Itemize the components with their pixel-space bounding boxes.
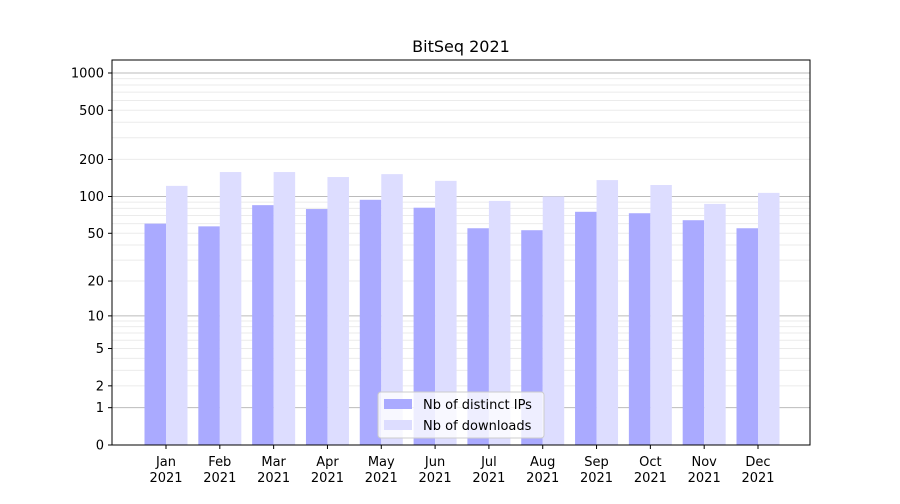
bar-downloads [542, 196, 565, 445]
x-tick-label: Dec 2021 [741, 455, 774, 486]
x-tick-label: Aug 2021 [526, 455, 559, 486]
legend: Nb of distinct IPs Nb of downloads [377, 391, 545, 439]
bar-distinct-ips [413, 207, 436, 445]
y-tick-label: 500 [79, 104, 104, 119]
bars [144, 172, 780, 445]
y-tick-label: 2 [96, 379, 104, 394]
bar-downloads [327, 177, 349, 445]
bar-distinct-ips [736, 228, 758, 445]
legend-swatch-ips [384, 399, 412, 409]
y-tick-label: 100 [79, 190, 104, 205]
x-tick-label: May 2021 [365, 455, 398, 486]
bar-distinct-ips [305, 209, 328, 445]
bar-downloads [273, 172, 296, 445]
bar-downloads [488, 200, 511, 445]
x-tick-label: Oct 2021 [634, 455, 667, 486]
bar-distinct-ips [359, 199, 382, 445]
y-tick-label: 5 [96, 342, 104, 357]
x-tick-label: Jan 2021 [149, 455, 182, 486]
x-tick-label: Nov 2021 [688, 455, 721, 486]
y-tick-label: 20 [87, 275, 104, 290]
bar-distinct-ips [628, 213, 651, 445]
y-tick-label: 1 [96, 401, 104, 416]
bar-distinct-ips [682, 220, 705, 445]
bar-downloads [596, 180, 619, 445]
bar-downloads [758, 192, 780, 445]
x-tick-label: Sep 2021 [580, 455, 613, 486]
bar-downloads [166, 185, 188, 445]
legend-label-downloads: Nb of downloads [423, 419, 532, 434]
y-tick-label: 1000 [71, 66, 104, 81]
y-axis: 0 1 2 5 10 20 50 100 200 500 1000 [71, 66, 112, 454]
x-tick-label: Apr 2021 [311, 455, 344, 486]
x-tick-label: Jul 2021 [472, 455, 505, 486]
x-axis: Jan 2021 Feb 2021 Mar 2021 Apr 2021 May 2021 Jun 20… [149, 445, 775, 486]
bar-distinct-ips [575, 211, 597, 445]
bar-distinct-ips [467, 228, 489, 445]
bar-distinct-ips [198, 226, 220, 445]
bar-downloads [435, 180, 457, 445]
legend-box [377, 391, 545, 439]
y-tick-label: 0 [96, 439, 104, 454]
x-tick-label: Feb 2021 [203, 455, 236, 486]
bar-downloads [381, 174, 403, 445]
y-tick-label: 10 [87, 309, 104, 324]
x-tick-label: Mar 2021 [257, 455, 290, 486]
bar-distinct-ips [144, 223, 166, 445]
y-tick-label: 50 [87, 227, 104, 242]
y-tick-label: 200 [79, 153, 104, 168]
legend-swatch-downloads [384, 420, 412, 430]
legend-label-ips: Nb of distinct IPs [423, 398, 532, 413]
bar-downloads [704, 203, 726, 445]
bar-downloads [219, 172, 242, 445]
plot-frame [111, 59, 811, 446]
bar-distinct-ips [252, 205, 274, 445]
bar-downloads [650, 185, 672, 445]
chart-title: BitSeq 2021 [412, 37, 510, 56]
x-tick-label: Jun 2021 [419, 455, 452, 486]
bar-distinct-ips [521, 230, 543, 445]
